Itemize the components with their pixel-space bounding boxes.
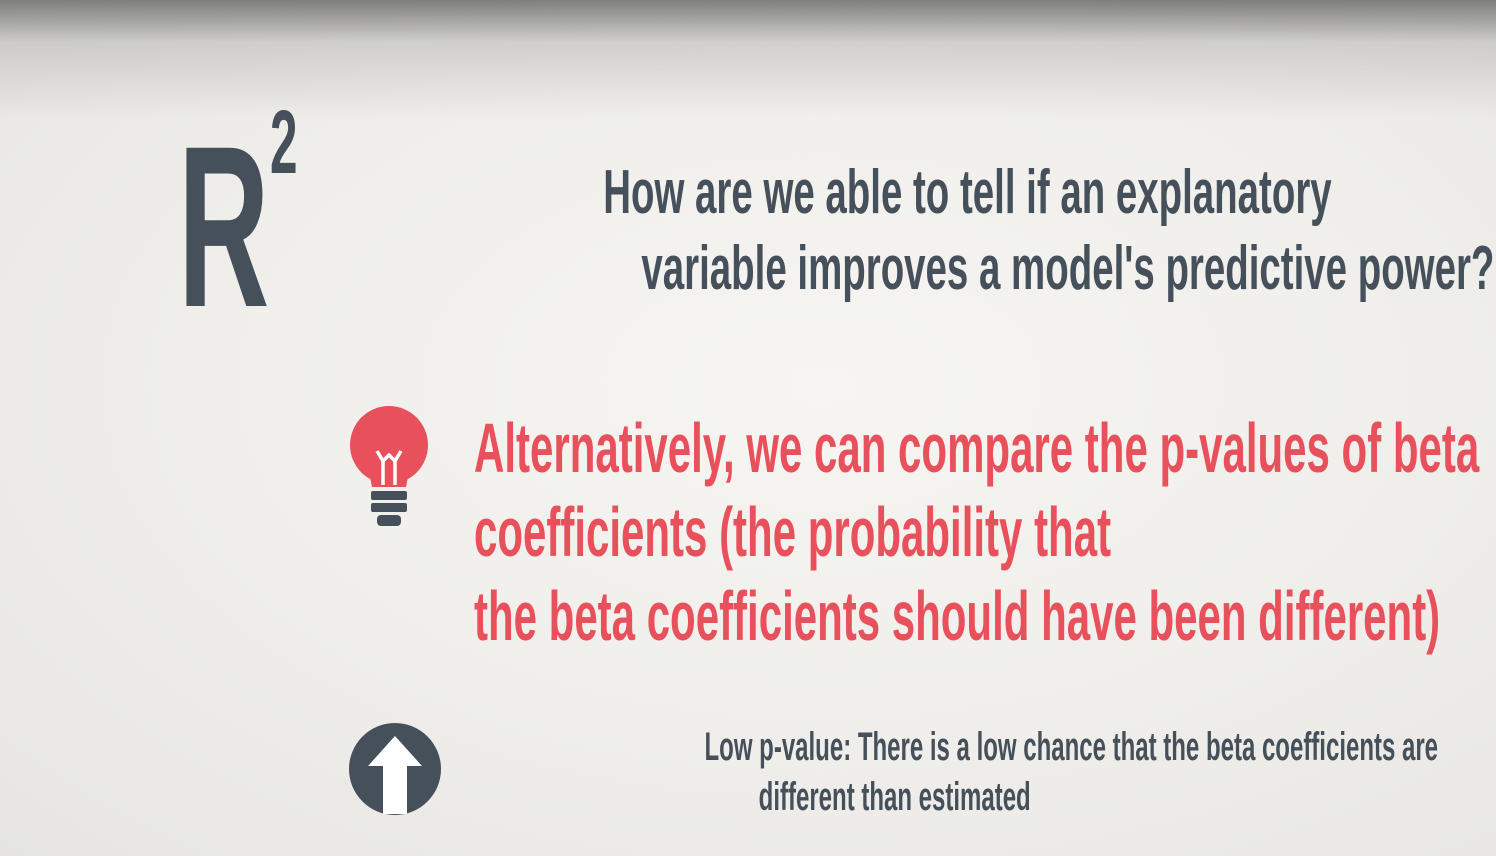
top-vignette: [0, 0, 1496, 120]
r-squared-letter: R: [178, 98, 270, 355]
question-heading: How are we able to tell if an explanator…: [380, 155, 1495, 307]
answer-line: Alternatively, we can compare the p-valu…: [474, 409, 1480, 487]
lightbulb-icon: [350, 406, 428, 526]
p-value-note: Low p-value: There is a low chance that …: [460, 722, 1439, 822]
answer-line: coefficients (the probability that: [474, 493, 1112, 571]
answer-line: the beta coefficients should have been d…: [474, 577, 1441, 655]
answer-text: Alternatively, we can compare the p-valu…: [474, 406, 1484, 658]
up-arrow-circle-icon: [349, 723, 441, 815]
note-line: Low p-value: There is a low chance that …: [704, 725, 1439, 769]
question-line: How are we able to tell if an explanator…: [603, 158, 1332, 227]
question-line: variable improves a model's predictive p…: [641, 234, 1495, 303]
note-line: different than estimated: [758, 775, 1032, 819]
r-squared-exponent: 2: [270, 93, 298, 193]
